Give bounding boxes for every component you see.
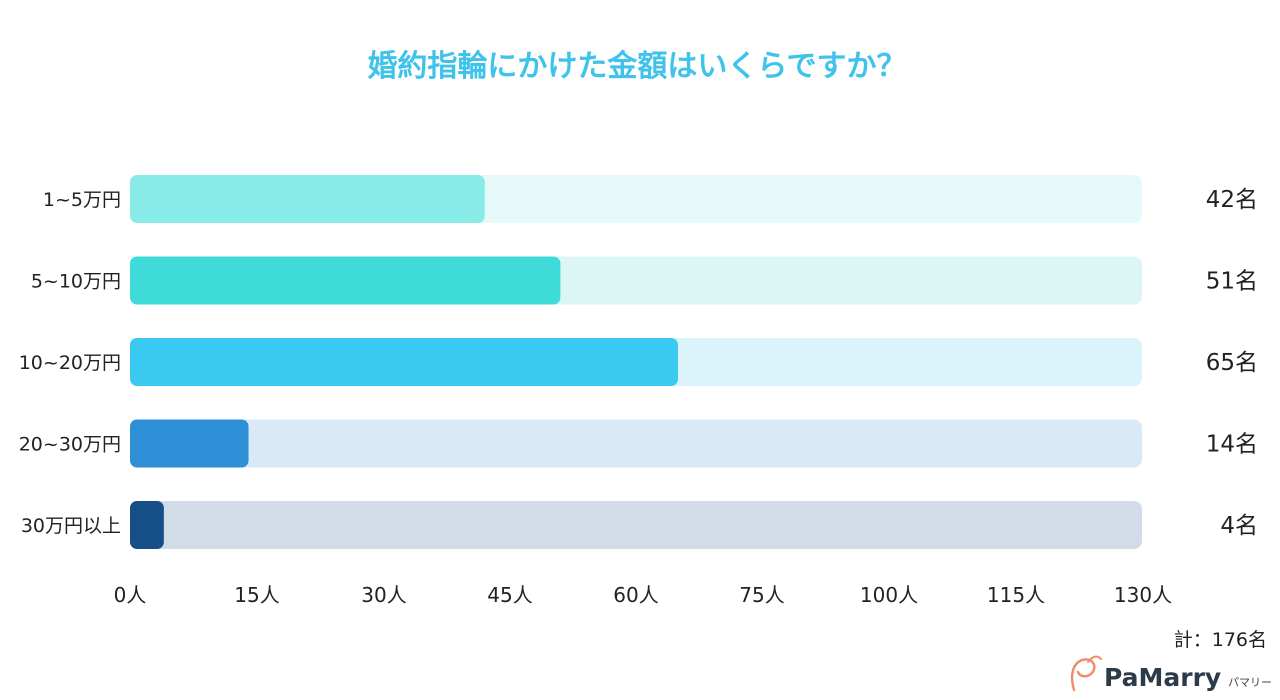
pamarry-logo-icon [1070, 655, 1102, 692]
x-tick-label: 15人 [234, 583, 279, 607]
brand-sub: パマリー [1228, 676, 1272, 689]
category-label: 1~5万円 [43, 189, 121, 211]
x-tick-label: 100人 [860, 583, 918, 607]
brand-logo: PaMarry パマリー [1070, 655, 1272, 692]
x-tick-label: 30人 [361, 583, 406, 607]
bar [130, 501, 164, 549]
value-label: 65名 [1206, 350, 1258, 376]
bar [130, 256, 561, 305]
bars-layer: 1~5万円 42名 5~10万円 51名 10~20万円 65名 20~30万円 14名 30万… [19, 175, 1258, 549]
brand-name: PaMarry [1104, 663, 1221, 692]
x-axis-ticks: 0人 15人 30人 45人 60人 75人 100人 115人 130人 [114, 583, 1172, 607]
value-label: 42名 [1206, 187, 1258, 213]
bar [130, 175, 485, 223]
bar [130, 419, 249, 468]
category-label: 5~10万円 [31, 271, 121, 293]
total-count-label: 計：176名 [1174, 629, 1267, 651]
x-tick-label: 60人 [613, 583, 658, 607]
x-tick-label: 130人 [1114, 583, 1172, 607]
x-tick-label: 115人 [987, 583, 1045, 607]
category-label: 10~20万円 [19, 352, 121, 374]
value-label: 4名 [1220, 513, 1258, 539]
chart-title: 婚約指輪にかけた金額はいくらですか？ [367, 49, 906, 84]
bar-track [130, 501, 1142, 549]
category-label: 20~30万円 [19, 434, 121, 456]
bar [130, 338, 678, 386]
category-label: 30万円以上 [21, 515, 121, 537]
bar-track [130, 419, 1142, 468]
x-tick-label: 45人 [487, 583, 532, 607]
x-tick-label: 0人 [114, 583, 147, 607]
x-tick-label: 75人 [739, 583, 784, 607]
value-label: 51名 [1206, 269, 1258, 295]
value-label: 14名 [1206, 432, 1258, 458]
